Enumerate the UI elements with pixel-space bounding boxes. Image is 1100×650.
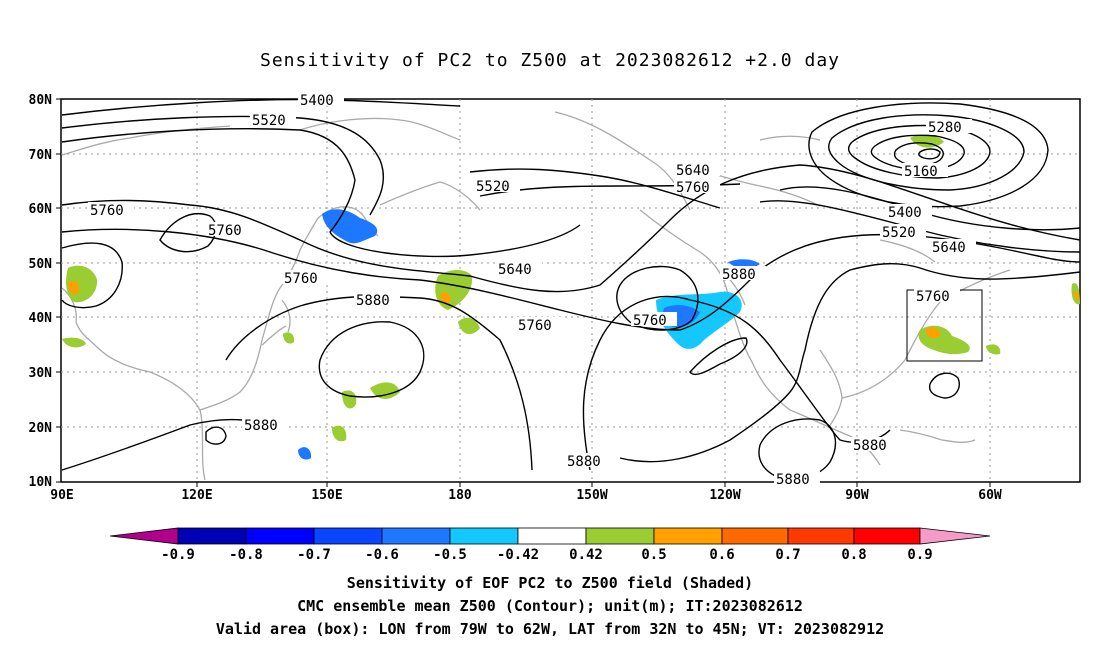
colorbar-swatch xyxy=(109,527,179,545)
z500-contours xyxy=(61,98,1081,480)
shade-positive-sw xyxy=(62,337,86,348)
shade-positive-dateline-core xyxy=(440,292,451,304)
lat-label: 20N xyxy=(29,421,53,436)
shade-positive-atlantic-core xyxy=(926,327,940,338)
contour-label: 5880 xyxy=(244,418,278,434)
colorbar-label: 0.6 xyxy=(709,547,734,563)
contour-label: 5760 xyxy=(518,318,552,334)
colorbar-label: -0.6 xyxy=(365,547,399,563)
colorbar-swatch xyxy=(787,527,855,545)
contour-label: 5760 xyxy=(208,223,242,239)
contour-label: 5160 xyxy=(904,164,938,180)
colorbar-label: 0.5 xyxy=(641,547,666,563)
colorbar-label: -0.5 xyxy=(433,547,467,563)
contour-label: 5760 xyxy=(916,289,950,305)
map-title: Sensitivity of PC2 to Z500 at 2023082612… xyxy=(259,50,840,71)
contour-label: 5640 xyxy=(676,163,710,179)
colorbar-label: -0.42 xyxy=(497,547,539,563)
lat-label: 50N xyxy=(29,257,53,272)
shade-positive-india-core xyxy=(68,280,80,295)
lat-axis-labels: 80N 70N 60N 50N 40N 30N 20N 10N xyxy=(29,93,53,490)
contour-label: 5400 xyxy=(300,93,334,109)
lat-label: 80N xyxy=(29,93,53,108)
lon-label: 90E xyxy=(50,488,73,503)
contour-label: 5520 xyxy=(882,225,916,241)
colorbar-swatch xyxy=(449,527,519,545)
contour-label: 5640 xyxy=(932,240,966,256)
shade-positive-small2 xyxy=(283,332,295,344)
shade-negative-small xyxy=(298,447,312,460)
contour-label: 5880 xyxy=(356,293,390,309)
shade-positive-small5 xyxy=(332,425,347,442)
caption-contour: CMC ensemble mean Z500 (Contour); unit(m… xyxy=(297,597,803,615)
lon-label: 120W xyxy=(709,488,740,503)
lon-label: 90W xyxy=(845,488,869,503)
lon-axis-labels: 90E 120E 150E 180 150W 120W 90W 60W xyxy=(50,488,1002,503)
colorbar xyxy=(109,527,991,545)
shade-positive-greenland xyxy=(910,134,944,148)
colorbar-swatch xyxy=(919,527,991,545)
shade-positive-edge-core xyxy=(1074,291,1080,300)
caption-valid-area: Valid area (box): LON from 79W to 62W, L… xyxy=(215,620,885,638)
lon-label: 150W xyxy=(576,488,607,503)
axis-ticks xyxy=(56,98,991,487)
caption-shaded: Sensitivity of EOF PC2 to Z500 field (Sh… xyxy=(346,574,754,592)
shade-positive-small4 xyxy=(370,382,400,399)
contour-label: 5400 xyxy=(888,205,922,221)
contour-label: 5760 xyxy=(90,203,124,219)
contour-label: 5880 xyxy=(567,454,601,470)
contour-label: 5880 xyxy=(776,472,810,488)
contour-label: 5760 xyxy=(284,271,318,287)
colorbar-swatch xyxy=(313,527,383,545)
grid-lines xyxy=(61,99,1080,482)
colorbar-label: -0.9 xyxy=(161,547,195,563)
colorbar-label: 0.8 xyxy=(841,547,866,563)
contour-label-group: 5400 5520 5520 5640 5760 5760 5760 5760 … xyxy=(90,93,966,488)
colorbar-labels: -0.9 -0.8 -0.7 -0.6 -0.5 -0.42 0.42 0.5 … xyxy=(161,547,933,563)
contour-label: 5280 xyxy=(928,120,962,136)
contour-label: 5520 xyxy=(252,113,286,129)
lon-label: 180 xyxy=(448,488,472,503)
colorbar-swatch xyxy=(245,527,315,545)
lat-label: 30N xyxy=(29,366,53,381)
colorbar-label: -0.8 xyxy=(229,547,263,563)
shade-negative-sea xyxy=(322,209,378,244)
contour-label: 5760 xyxy=(633,313,667,329)
colorbar-label: 0.7 xyxy=(775,547,800,563)
colorbar-swatch xyxy=(177,527,247,545)
lat-label: 60N xyxy=(29,202,53,217)
contour-label: 5640 xyxy=(498,262,532,278)
lat-label: 40N xyxy=(29,311,53,326)
colorbar-swatch xyxy=(517,527,587,545)
shade-positive-east xyxy=(986,344,1001,355)
lon-label: 120E xyxy=(181,488,212,503)
colorbar-swatch xyxy=(721,527,789,545)
lon-label: 150E xyxy=(311,488,342,503)
contour-label: 5880 xyxy=(722,267,756,283)
contour-label: 5880 xyxy=(853,438,887,454)
shade-positive-small1 xyxy=(458,317,480,335)
colorbar-label: 0.42 xyxy=(569,547,603,563)
colorbar-label: -0.7 xyxy=(297,547,331,563)
lat-label: 10N xyxy=(29,475,53,490)
contour-label: 5760 xyxy=(676,180,710,196)
colorbar-swatch xyxy=(585,527,655,545)
lat-label: 70N xyxy=(29,148,53,163)
colorbar-swatch xyxy=(653,527,723,545)
lon-label: 60W xyxy=(978,488,1002,503)
colorbar-swatch xyxy=(381,527,451,545)
colorbar-swatch xyxy=(853,527,921,545)
colorbar-label: 0.9 xyxy=(907,547,932,563)
contour-label: 5520 xyxy=(476,179,510,195)
sensitivity-shading xyxy=(62,134,1080,460)
